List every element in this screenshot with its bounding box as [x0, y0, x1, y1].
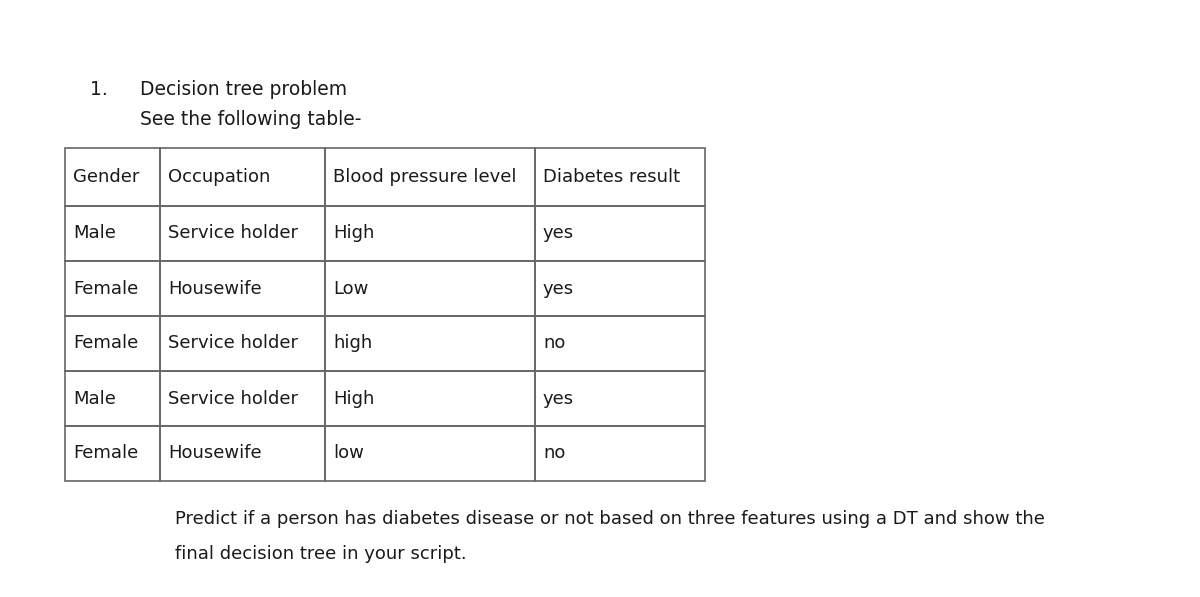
Bar [325, 148, 535, 206]
Text: yes: yes [542, 389, 574, 408]
Bar [65, 148, 160, 206]
Text: High: High [334, 389, 374, 408]
Text: Service holder: Service holder [168, 334, 298, 352]
Text: 1.: 1. [90, 80, 108, 99]
Text: no: no [542, 334, 565, 352]
Text: high: high [334, 334, 372, 352]
Bar [65, 261, 160, 316]
Text: Male: Male [73, 389, 116, 408]
Bar [160, 316, 325, 371]
Bar [325, 206, 535, 261]
Text: Decision tree problem: Decision tree problem [140, 80, 347, 99]
Bar [535, 371, 706, 426]
Text: yes: yes [542, 224, 574, 242]
Bar [160, 206, 325, 261]
Text: Service holder: Service holder [168, 389, 298, 408]
Text: yes: yes [542, 279, 574, 297]
Text: Gender: Gender [73, 168, 139, 186]
Bar [325, 426, 535, 481]
Bar [325, 371, 535, 426]
Bar [160, 148, 325, 206]
Text: Diabetes result: Diabetes result [542, 168, 680, 186]
Text: final decision tree in your script.: final decision tree in your script. [175, 545, 467, 563]
Text: Female: Female [73, 445, 138, 463]
Text: See the following table-: See the following table- [140, 110, 361, 129]
Text: Housewife: Housewife [168, 445, 262, 463]
Text: Low: Low [334, 279, 368, 297]
Bar [65, 426, 160, 481]
Bar [325, 316, 535, 371]
Bar [535, 261, 706, 316]
Text: Blood pressure level: Blood pressure level [334, 168, 516, 186]
Text: High: High [334, 224, 374, 242]
Text: Service holder: Service holder [168, 224, 298, 242]
Text: Female: Female [73, 279, 138, 297]
Bar [325, 261, 535, 316]
Text: low: low [334, 445, 364, 463]
Bar [160, 261, 325, 316]
Bar [65, 206, 160, 261]
Text: Housewife: Housewife [168, 279, 262, 297]
Bar [65, 371, 160, 426]
Text: Male: Male [73, 224, 116, 242]
Text: Occupation: Occupation [168, 168, 270, 186]
Text: Female: Female [73, 334, 138, 352]
Text: no: no [542, 445, 565, 463]
Bar [535, 316, 706, 371]
Text: Predict if a person has diabetes disease or not based on three features using a : Predict if a person has diabetes disease… [175, 510, 1045, 528]
Bar [160, 371, 325, 426]
Bar [160, 426, 325, 481]
Bar [65, 316, 160, 371]
Bar [535, 426, 706, 481]
Bar [535, 148, 706, 206]
Bar [535, 206, 706, 261]
